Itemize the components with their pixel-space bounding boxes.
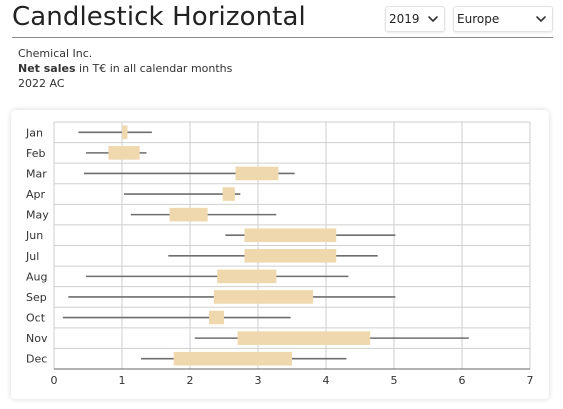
category-label: Nov <box>26 332 48 345</box>
category-label: Sep <box>26 291 47 304</box>
chevron-down-icon <box>428 16 438 22</box>
category-label: Jul <box>25 250 39 263</box>
candle-body <box>217 269 277 284</box>
page-title: Candlestick Horizontal <box>12 2 306 32</box>
x-tick-label: 2 <box>187 374 194 387</box>
measure-description: Net sales in T€ in all calendar months <box>18 62 232 75</box>
category-label: Apr <box>26 188 46 201</box>
category-label: Mar <box>26 167 47 180</box>
category-label: Jun <box>25 229 43 242</box>
region-select-value: Europe <box>457 12 500 26</box>
candle-body <box>169 207 208 222</box>
measure-name: Net sales <box>18 62 76 75</box>
year-select-value: 2019 <box>389 12 420 26</box>
title-divider <box>12 37 553 38</box>
chart-card: Jan Feb Mar Apr May Jun Jul Aug Sep Oct Nov Dec 0 1 2 3… <box>11 110 549 399</box>
candle-body <box>222 187 235 201</box>
x-tick-label: 1 <box>119 374 126 387</box>
candlestick-chart: Jan Feb Mar Apr May Jun Jul Aug Sep Oct Nov Dec 0 1 2 3… <box>25 121 534 387</box>
chevron-down-icon <box>536 16 546 22</box>
region-select[interactable]: Europe <box>453 6 553 32</box>
x-tick-label: 6 <box>459 374 466 387</box>
company-name: Chemical Inc. <box>18 47 93 60</box>
candle-body <box>235 166 279 181</box>
x-tick-label: 5 <box>391 374 398 387</box>
candle-body <box>173 351 292 366</box>
measure-unit: in T€ in all calendar months <box>75 62 233 75</box>
x-tick-label: 7 <box>527 374 534 387</box>
scenario-label: 2022 AC <box>18 77 65 90</box>
x-tick-label: 0 <box>51 374 58 387</box>
category-label: Jan <box>25 126 43 139</box>
candle-body <box>122 125 128 140</box>
x-tick-label: 3 <box>255 374 262 387</box>
year-select[interactable]: 2019 <box>385 6 445 32</box>
category-label: Dec <box>26 353 47 366</box>
candle-body <box>244 228 337 243</box>
candle-body <box>213 290 314 304</box>
x-tick-label: 4 <box>323 374 330 387</box>
candle-body <box>108 146 140 160</box>
category-label: Oct <box>26 312 46 325</box>
candle-body <box>237 331 371 345</box>
category-label: Feb <box>26 147 45 160</box>
candle-body <box>244 248 337 263</box>
category-label: Aug <box>26 270 47 283</box>
category-label: May <box>26 209 49 222</box>
candle-body <box>209 310 224 325</box>
